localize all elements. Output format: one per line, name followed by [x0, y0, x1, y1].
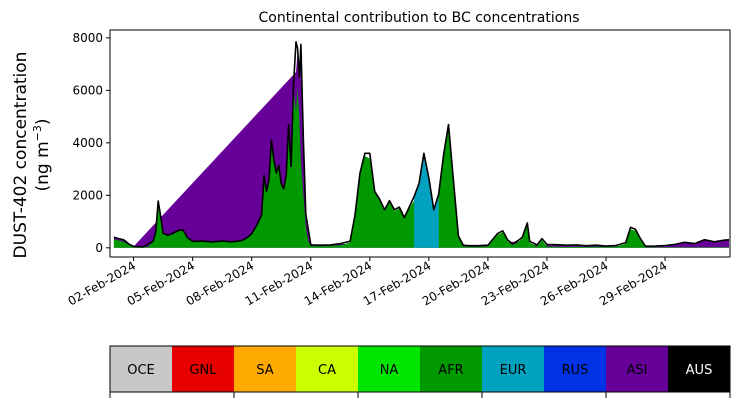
legend-label-oce: OCE — [127, 363, 155, 378]
legend-label-afr: AFR — [438, 363, 463, 378]
legend-label-ca: CA — [318, 363, 336, 378]
axes: 0200040006000800002-Feb-202405-Feb-20240… — [66, 29, 731, 308]
legend-swatch-rus — [544, 346, 607, 392]
y-axis-label-superscript: −3 — [31, 125, 44, 141]
legend-frame — [109, 345, 731, 393]
legend-swatch-na — [358, 346, 421, 392]
y-axis-label-line2: (ng m−3) — [31, 118, 53, 191]
plot-frame — [109, 29, 731, 258]
legend-swatch-asi — [606, 346, 669, 392]
legend: OCE GNL SA CA NA AFR EUR RUS ASI AUS — [109, 345, 731, 398]
y-tick-label: 2000 — [72, 188, 103, 202]
y-axis-label-prefix: (ng m — [33, 141, 53, 191]
legend-swatch-aus — [668, 346, 731, 392]
legend-label-na: NA — [380, 363, 399, 378]
y-axis-label-line1: DUST-402 concentration — [11, 52, 31, 259]
legend-label-aus: AUS — [686, 363, 713, 378]
legend-label-asi: ASI — [627, 363, 648, 378]
series-area-afr — [113, 87, 729, 248]
legend-label-eur: EUR — [500, 363, 527, 378]
series-group — [113, 41, 730, 248]
legend-swatch-oce — [110, 346, 173, 392]
legend-swatch-sa — [234, 346, 297, 392]
y-tick-label: 4000 — [72, 136, 103, 150]
legend-swatch-afr — [420, 346, 483, 392]
y-tick-label: 8000 — [72, 31, 103, 45]
legend-swatch-eur — [482, 346, 545, 392]
plot-area — [113, 41, 730, 248]
y-axis-label: DUST-402 concentration (ng m−3) — [11, 52, 53, 259]
chart-title: Continental contribution to BC concentra… — [258, 10, 579, 26]
legend-label-rus: RUS — [562, 363, 589, 378]
x-tick-label: 29-Feb-2024 — [597, 258, 670, 308]
y-axis-label-suffix: ) — [33, 118, 53, 125]
y-tick-label: 0 — [95, 241, 103, 255]
y-tick-label: 6000 — [72, 83, 103, 97]
legend-swatch-gnl — [172, 346, 235, 392]
series-line-aus — [113, 41, 730, 248]
legend-label-gnl: GNL — [189, 363, 217, 378]
legend-label-sa: SA — [256, 363, 273, 378]
legend-swatch-ca — [296, 346, 359, 392]
